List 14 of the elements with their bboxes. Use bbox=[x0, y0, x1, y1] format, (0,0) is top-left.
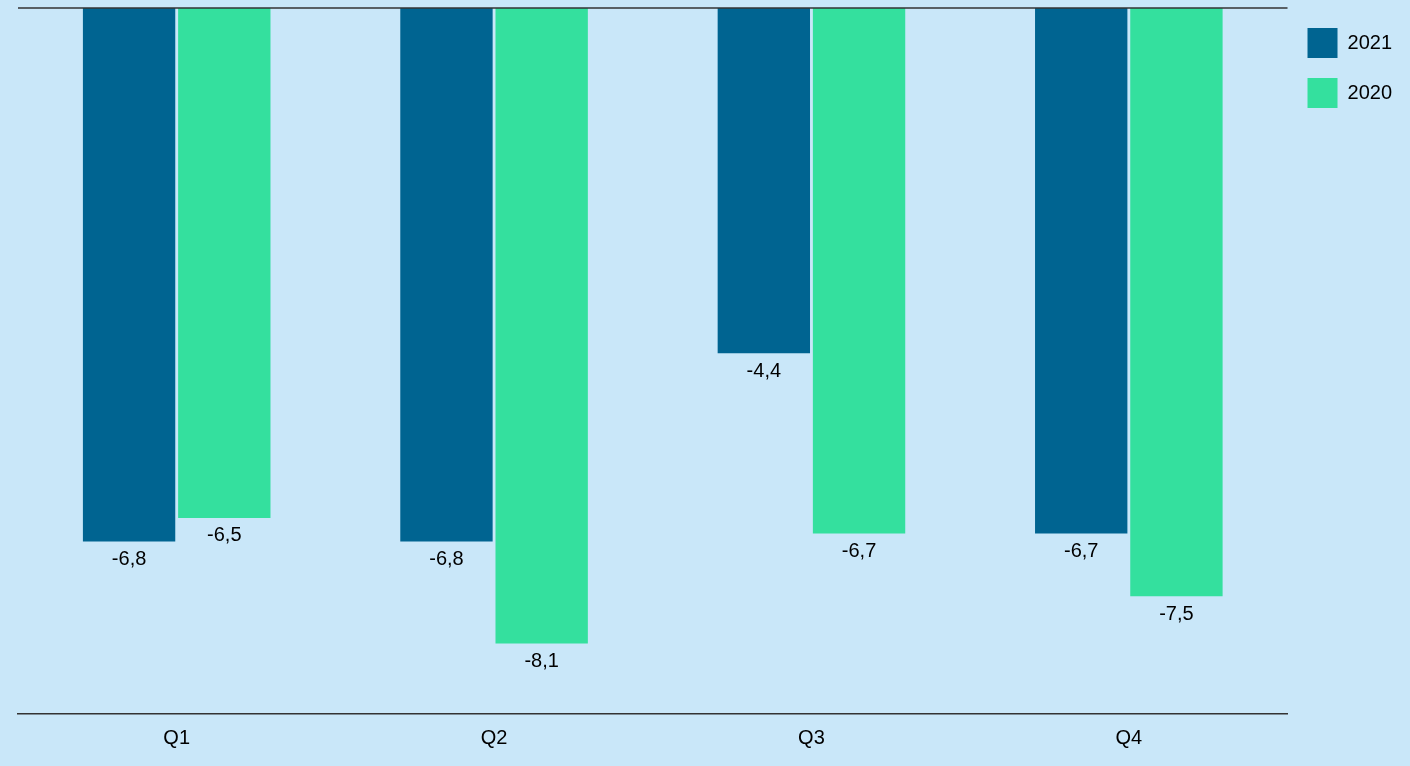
data-label: -6,8 bbox=[111, 546, 147, 569]
data-label: -6,7 bbox=[841, 539, 877, 562]
legend-label: 2020 bbox=[1347, 80, 1393, 103]
data-label: -4,4 bbox=[746, 358, 782, 381]
data-label: -7,5 bbox=[1159, 601, 1194, 624]
data-label: -6,8 bbox=[429, 546, 464, 569]
x-tick-label: Q3 bbox=[798, 725, 825, 748]
x-tick-label: Q2 bbox=[480, 725, 508, 748]
x-tick-label: Q1 bbox=[163, 725, 191, 748]
data-label: -6,7 bbox=[1063, 539, 1099, 562]
data-label: -8,1 bbox=[524, 648, 559, 671]
x-tick-label: Q4 bbox=[1115, 725, 1143, 748]
legend-label: 2021 bbox=[1347, 30, 1393, 53]
data-label: -6,5 bbox=[207, 523, 242, 546]
